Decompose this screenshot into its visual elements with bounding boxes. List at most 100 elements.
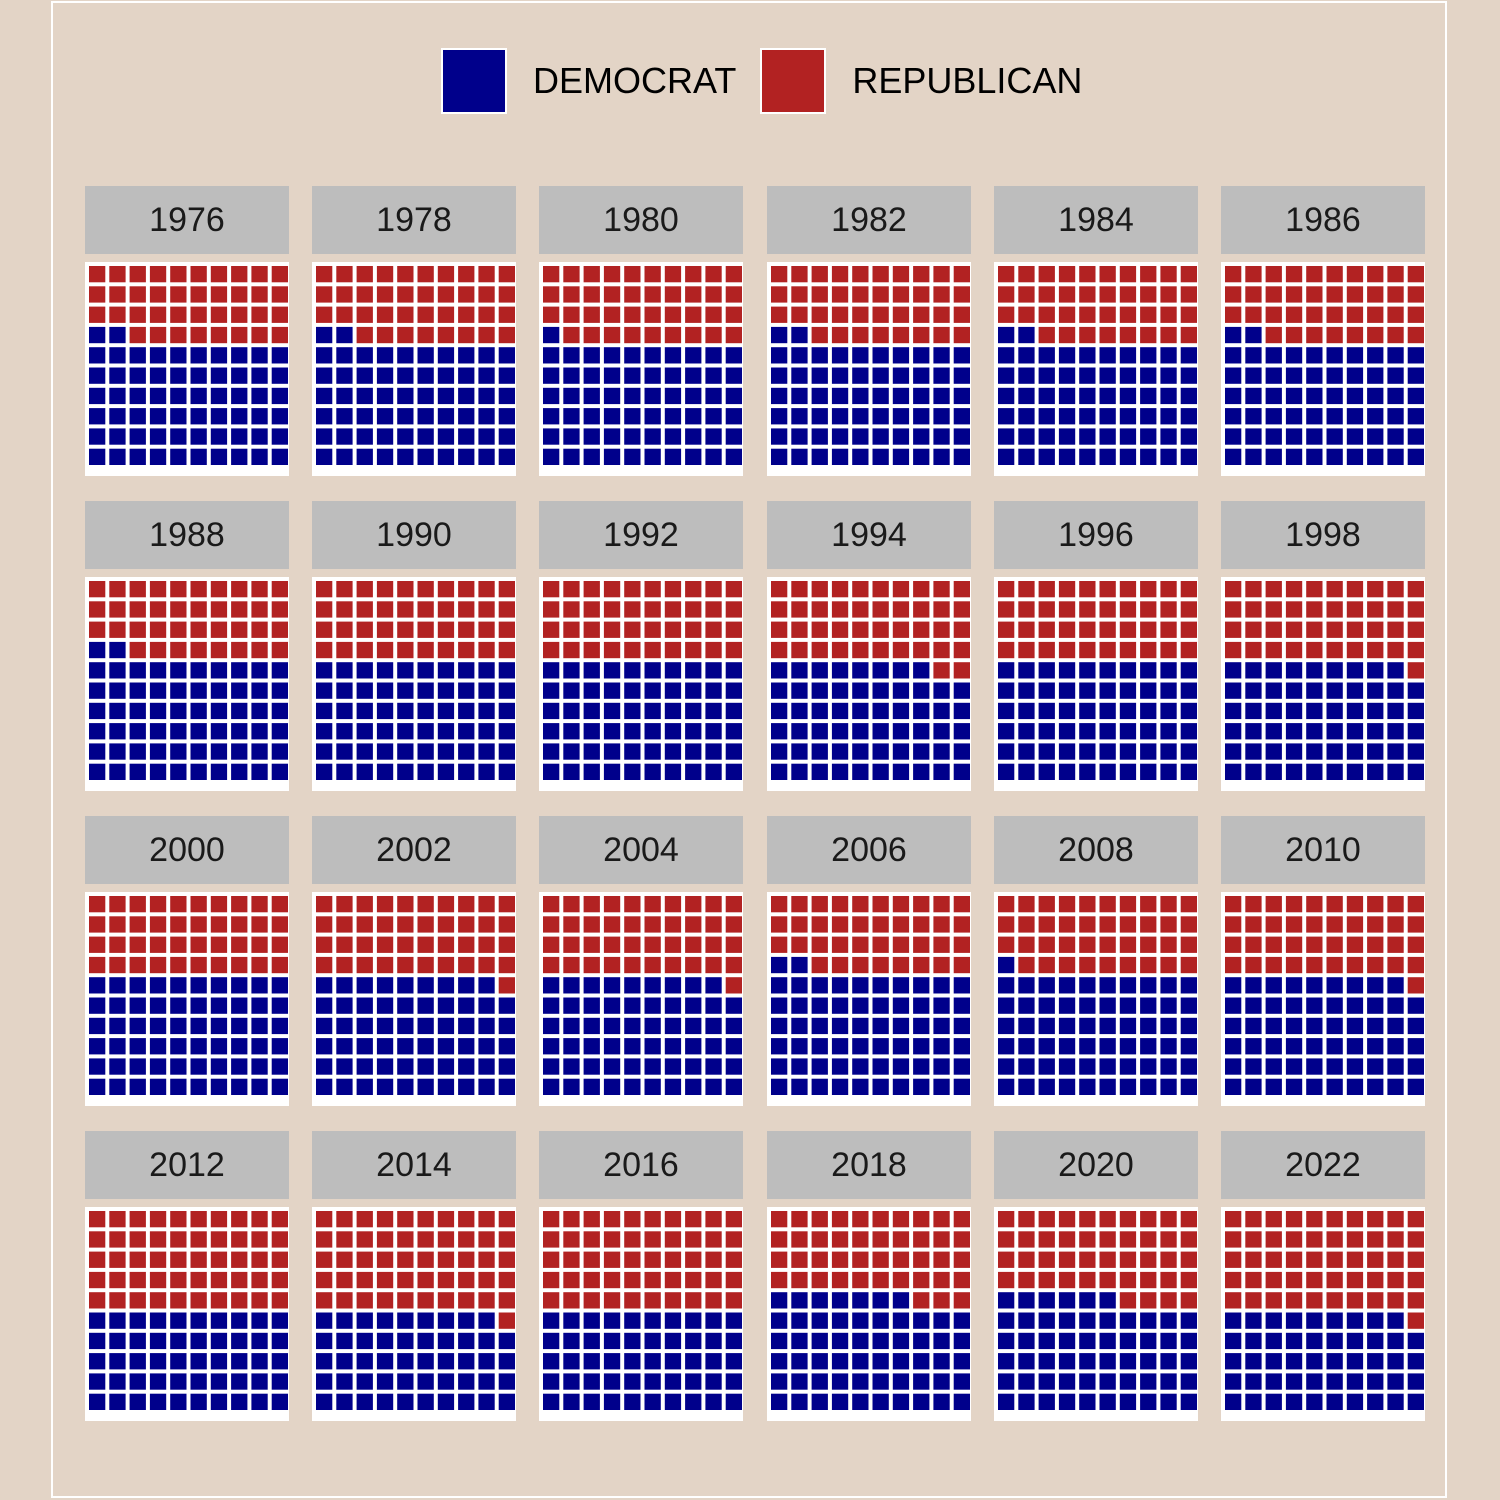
democrat-square [664, 347, 682, 364]
democrat-square [1245, 1038, 1262, 1055]
republican-square [1079, 1231, 1096, 1248]
democrat-square [953, 347, 970, 364]
democrat-square [1079, 1058, 1096, 1075]
republican-square [271, 326, 288, 344]
republican-square [998, 1271, 1015, 1289]
democrat-square [437, 1393, 455, 1410]
republican-square [953, 662, 970, 679]
republican-square [624, 601, 641, 618]
democrat-square [685, 702, 702, 720]
democrat-square [1058, 347, 1076, 364]
republican-square [791, 621, 808, 638]
democrat-square [210, 997, 228, 1014]
republican-square [498, 621, 515, 638]
republican-square [356, 286, 373, 303]
democrat-square [437, 1332, 455, 1350]
democrat-square [1367, 347, 1384, 364]
democrat-square [603, 743, 621, 760]
democrat-square [1245, 367, 1262, 384]
democrat-square [1346, 408, 1364, 425]
republican-square [1180, 306, 1197, 323]
republican-square [1140, 286, 1157, 303]
democrat-square [811, 1017, 828, 1035]
republican-square [376, 581, 394, 598]
republican-square [892, 306, 910, 323]
democrat-square [685, 723, 702, 740]
democrat-square [998, 1078, 1015, 1095]
democrat-square [644, 1038, 661, 1055]
republican-square [1079, 1251, 1096, 1268]
democrat-square [129, 448, 146, 465]
republican-square [210, 621, 228, 638]
democrat-square [791, 977, 808, 994]
republican-square [210, 326, 228, 344]
democrat-square [543, 1353, 560, 1370]
democrat-square [271, 347, 288, 364]
democrat-square [458, 1312, 475, 1329]
facet-strip-label: 2020 [994, 1131, 1198, 1199]
republican-square [725, 306, 742, 323]
democrat-square [336, 1078, 353, 1095]
democrat-square [725, 408, 742, 425]
democrat-square [437, 1058, 455, 1075]
democrat-square [953, 367, 970, 384]
democrat-square [1326, 448, 1343, 465]
democrat-square [685, 1373, 702, 1390]
democrat-square [852, 1058, 869, 1075]
democrat-square [231, 1312, 248, 1329]
democrat-square [705, 763, 722, 780]
democrat-square [458, 1078, 475, 1095]
republican-square [933, 306, 950, 323]
democrat-square [458, 387, 475, 405]
republican-square [478, 1271, 495, 1289]
democrat-square [892, 662, 910, 679]
republican-square [1326, 916, 1343, 933]
democrat-square [1018, 1312, 1035, 1329]
democrat-square [129, 408, 146, 425]
republican-square [316, 1211, 333, 1228]
republican-square [624, 916, 641, 933]
republican-square [170, 916, 187, 933]
democrat-square [852, 702, 869, 720]
republican-square [437, 326, 455, 344]
republican-square [231, 956, 248, 974]
democrat-square [231, 1058, 248, 1075]
democrat-square [336, 1373, 353, 1390]
democrat-square [397, 1373, 414, 1390]
democrat-square [1245, 387, 1262, 405]
waffle-grid [994, 262, 1198, 476]
republican-square [190, 266, 207, 283]
waffle-grid [312, 262, 516, 476]
democrat-square [1058, 1058, 1076, 1075]
republican-square [1326, 581, 1343, 598]
democrat-square [1038, 763, 1055, 780]
republican-square [1180, 1271, 1197, 1289]
republican-square [953, 286, 970, 303]
democrat-square [831, 1017, 849, 1035]
republican-square [149, 1231, 167, 1248]
republican-square [1079, 1211, 1096, 1228]
republican-square [251, 916, 268, 933]
democrat-square [791, 1393, 808, 1410]
republican-square [129, 956, 146, 974]
republican-square [705, 581, 722, 598]
democrat-square [583, 1353, 600, 1370]
republican-square [170, 621, 187, 638]
democrat-square [852, 367, 869, 384]
democrat-square [1346, 1393, 1364, 1410]
democrat-square [1018, 977, 1035, 994]
democrat-square [170, 723, 187, 740]
republican-square [336, 601, 353, 618]
democrat-square [771, 1373, 788, 1390]
democrat-square [251, 1393, 268, 1410]
democrat-square [478, 1058, 495, 1075]
democrat-square [397, 1393, 414, 1410]
democrat-square [478, 1373, 495, 1390]
democrat-square [892, 1393, 910, 1410]
republican-square [1140, 1231, 1157, 1248]
democrat-square [417, 1078, 434, 1095]
democrat-square [543, 326, 560, 344]
republican-square [336, 916, 353, 933]
republican-square [498, 1211, 515, 1228]
democrat-square [1407, 1038, 1424, 1055]
